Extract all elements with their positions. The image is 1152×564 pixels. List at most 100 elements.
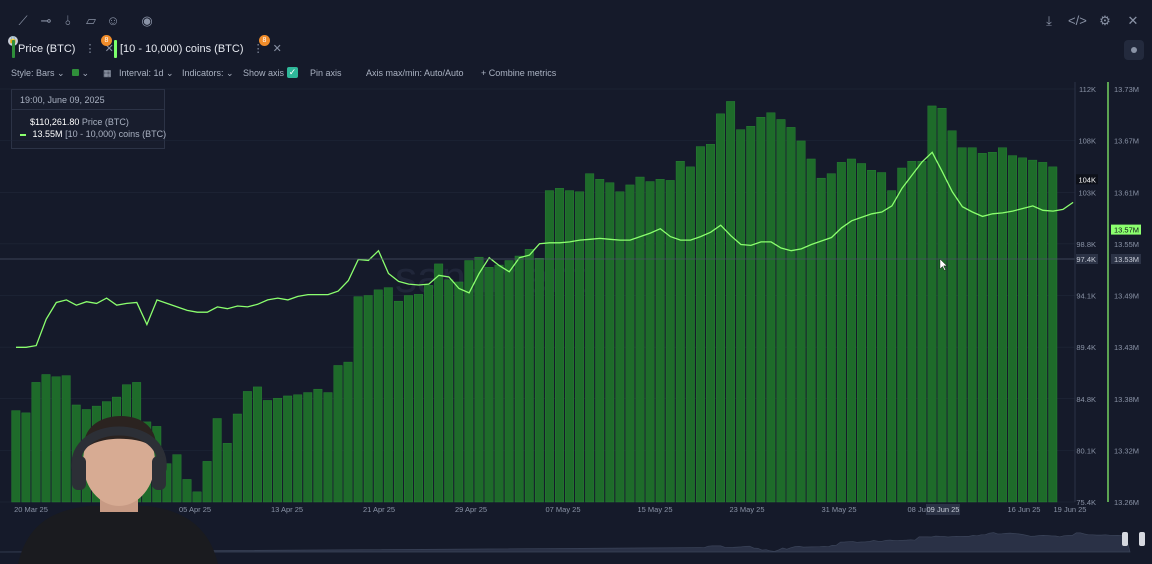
minimap-handle-left[interactable] [1122, 532, 1128, 546]
axis-maxmin-selector[interactable]: Axis max/min: Auto/Auto [366, 68, 464, 78]
price-bar [846, 158, 856, 503]
vertical-line-icon[interactable]: ⫰ [65, 13, 71, 28]
price-bar [393, 300, 403, 503]
tooltip-date: 19:00, June 09, 2025 [20, 95, 105, 105]
headphones-icon [71, 426, 167, 471]
headphone-ear-left [72, 456, 86, 490]
metric-tabs: Price (BTC) ⋮ ✕ 8 [10 - 10,000) coins (B… [0, 35, 1152, 60]
download-icon[interactable]: ⤓ [1046, 13, 1052, 28]
combine-metrics-button[interactable]: + Combine metrics [481, 68, 557, 78]
price-bar [776, 119, 786, 503]
price-bar [1008, 155, 1017, 503]
show-axis-checkbox[interactable]: ✓ [287, 67, 298, 78]
price-bar [867, 170, 876, 503]
price-bar [897, 167, 907, 503]
price-value-marker [1076, 174, 1098, 185]
right-axis-tick-label: 13.67M [1114, 137, 1139, 146]
horizontal-line-icon[interactable]: ⊸ [40, 13, 52, 28]
price-bar [987, 151, 997, 503]
price-bar [937, 107, 947, 503]
price-bar [504, 260, 514, 503]
close-icon[interactable]: ✕ [1127, 13, 1139, 28]
tab-badge: 8 [259, 35, 270, 46]
tooltip-price-label: Price (BTC) [81, 117, 129, 127]
tooltip-price-value: $110,261.80 [30, 117, 80, 127]
calendar-icon[interactable]: ▦ [103, 68, 112, 78]
price-bar [172, 454, 182, 503]
x-axis-tick-label: 19 Jun 25 [1054, 505, 1087, 514]
left-axis-tick-label: 108K [1078, 137, 1096, 146]
price-bar [706, 144, 715, 503]
eye-icon[interactable]: ◉ [141, 13, 153, 28]
tab-price[interactable]: Price (BTC) ⋮ ✕ [12, 38, 114, 60]
line-tool-icon[interactable]: ⟋ [18, 13, 28, 28]
minimap-handle-right[interactable] [1139, 532, 1145, 546]
style-selector[interactable]: Style: Bars ⌄ [11, 68, 65, 78]
price-bar [61, 375, 71, 503]
coins-value-label: 13.57M [1114, 226, 1139, 235]
minimap-area[interactable] [0, 532, 1131, 553]
color-selector[interactable]: ⌄ [72, 68, 89, 79]
tab-coins[interactable]: [10 - 10,000) coins (BTC) ⋮ ✕ [114, 38, 282, 60]
right-axis-tick-label: 13.55M [1114, 240, 1139, 249]
price-bar [293, 394, 303, 503]
price-bar [524, 249, 534, 503]
price-bar [756, 117, 766, 503]
x-axis-tick-label: 16 Jun 25 [1008, 505, 1041, 514]
right-axis-tick-label: 13.43M [1114, 343, 1139, 352]
price-bar [595, 179, 605, 503]
interval-selector[interactable]: Interval: 1d ⌄ [119, 68, 174, 78]
hover-date-label: 09 Jun 25 [927, 505, 960, 514]
right-axis-tick-label: 13.32M [1114, 446, 1139, 455]
line-swatch [20, 133, 26, 136]
price-bar [625, 184, 635, 503]
left-axis-tick-label: 94.1K [1076, 292, 1096, 301]
price-bar [605, 182, 615, 503]
chart-settings-bar: Style: Bars ⌄ ⌄ ▦ Interval: 1d ⌄ Indicat… [0, 66, 1152, 82]
price-bar [907, 161, 917, 503]
indicators-label: Indicators: [182, 68, 224, 78]
right-axis-tick-label: 13.26M [1114, 498, 1139, 507]
note-icon[interactable]: ▱ [86, 13, 96, 28]
price-bar [253, 386, 262, 503]
right-axis-tick-label: 13.61M [1114, 188, 1139, 197]
toggle-button[interactable] [1124, 40, 1144, 60]
tab-close-icon[interactable]: ✕ [272, 43, 282, 55]
left-axis-tick-label: 112K [1079, 85, 1096, 94]
price-bar [31, 382, 41, 503]
price-bar [51, 376, 61, 503]
price-bar [615, 191, 625, 503]
pin-axis-toggle[interactable]: Pin axis [310, 68, 342, 78]
interval-label: Interval: 1d [119, 68, 164, 78]
tooltip-coins-value: 13.55M [32, 129, 63, 139]
price-bar [192, 491, 202, 503]
tab-color-marker [114, 40, 117, 58]
price-coins-chart[interactable]: santiment 112K108K103K98.8K94.1K89.4K84.… [0, 82, 1152, 564]
indicators-selector[interactable]: Indicators: ⌄ [182, 68, 234, 78]
price-bar [997, 147, 1007, 503]
price-bar [917, 161, 927, 503]
dot-icon [1131, 47, 1137, 53]
settings-gear-icon[interactable]: ⚙ [1099, 13, 1111, 28]
price-bar [444, 279, 454, 503]
price-bar [796, 140, 806, 503]
price-bar [323, 392, 333, 503]
x-axis-tick-label: 20 Mar 25 [14, 505, 48, 514]
price-bar [373, 289, 383, 503]
x-axis-tick-label: 21 Apr 25 [363, 505, 395, 514]
price-bar [343, 361, 353, 503]
embed-code-icon[interactable]: </> [1068, 13, 1087, 28]
price-bar [494, 264, 504, 503]
tab-close-icon[interactable]: ✕ [104, 43, 114, 55]
tab-menu-icon[interactable]: ⋮ [252, 43, 264, 55]
emoji-icon[interactable]: ☺ [106, 13, 120, 28]
price-bar [41, 374, 51, 503]
tab-menu-icon[interactable]: ⋮ [84, 43, 96, 55]
price-bar [977, 153, 987, 503]
person-shoulders [18, 506, 218, 564]
price-bar [383, 287, 393, 503]
price-bar [414, 294, 423, 503]
price-bar [544, 190, 554, 503]
price-bar [424, 285, 434, 503]
price-bar [212, 418, 222, 503]
